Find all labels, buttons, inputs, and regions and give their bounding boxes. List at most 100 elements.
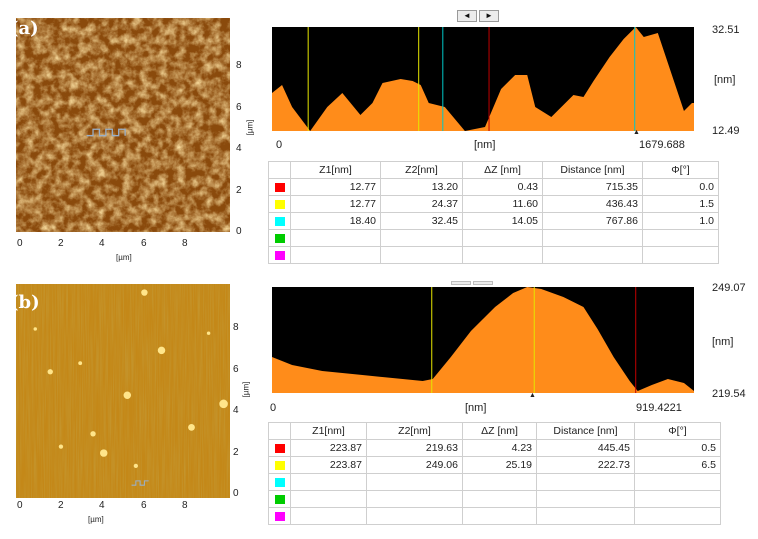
- z1-cell: [290, 473, 367, 491]
- x-tick: 4: [99, 500, 105, 511]
- profile-x-start: 0: [276, 139, 283, 151]
- profile-x-end: 1679.688: [639, 139, 685, 151]
- x-unit: [µm]: [116, 253, 132, 262]
- distance-cell: [536, 507, 635, 525]
- y-tick: 8: [233, 322, 239, 333]
- height-profile: [272, 287, 694, 393]
- y-tick: 8: [236, 60, 242, 71]
- x-tick: 2: [58, 500, 64, 511]
- profile-nav: [451, 281, 493, 285]
- green-swatch-icon: [274, 233, 285, 243]
- distance-header: Distance [nm]: [542, 161, 643, 179]
- phi-header: Φ[°]: [634, 422, 721, 440]
- distance-cell: [542, 246, 643, 264]
- x-tick: 6: [141, 238, 147, 249]
- profile-y-max: 32.51: [712, 24, 740, 36]
- table-row[interactable]: [268, 229, 719, 247]
- table-row[interactable]: 12.77 24.37 11.60 436.43 1.5: [268, 195, 719, 213]
- dz-header: ΔZ [nm]: [462, 161, 543, 179]
- z2-header: Z2[nm]: [366, 422, 463, 440]
- profile-y-min: 12.49: [712, 125, 740, 137]
- x-tick: 6: [141, 500, 147, 511]
- distance-cell: 436.43: [542, 195, 643, 213]
- y-tick: 0: [233, 488, 239, 499]
- distance-cell: 222.73: [536, 456, 635, 474]
- cursor-swatch: [268, 490, 291, 508]
- x-unit: [µm]: [88, 515, 104, 524]
- next-button[interactable]: ►: [479, 10, 499, 22]
- prev-button[interactable]: [451, 281, 471, 285]
- cyan-swatch-icon: [274, 477, 285, 487]
- dz-header: ΔZ [nm]: [462, 422, 537, 440]
- z1-header: Z1[nm]: [290, 161, 381, 179]
- measurement-table: Z1[nm] Z2[nm] ΔZ [nm] Distance [nm] Φ[°]…: [268, 422, 721, 525]
- phi-cell: 0.5: [634, 439, 721, 457]
- dz-cell: [462, 507, 537, 525]
- panel-b: (b) 0 2 4 6 8 [µm] 0 2 4 6 8 [µm] 249.07…: [0, 270, 758, 539]
- dz-cell: 0.43: [462, 178, 543, 196]
- distance-cell: [536, 490, 635, 508]
- z2-header: Z2[nm]: [380, 161, 463, 179]
- y-unit: [µm]: [241, 381, 251, 398]
- table-row[interactable]: 12.77 13.20 0.43 715.35 0.0: [268, 178, 719, 196]
- z1-cell: 12.77: [290, 195, 381, 213]
- z2-cell: 24.37: [380, 195, 463, 213]
- phi-cell: [642, 246, 719, 264]
- cyan-swatch-icon: [274, 216, 285, 226]
- z2-cell: [366, 473, 463, 491]
- z1-cell: [290, 246, 381, 264]
- distance-cell: 767.86: [542, 212, 643, 230]
- phi-cell: [634, 490, 721, 508]
- dz-cell: 4.23: [462, 439, 537, 457]
- table-row[interactable]: 223.87 249.06 25.19 222.73 6.5: [268, 456, 721, 474]
- phi-cell: 6.5: [634, 456, 721, 474]
- measurement-table: Z1[nm] Z2[nm] ΔZ [nm] Distance [nm] Φ[°]…: [268, 161, 719, 264]
- yellow-swatch-icon: [274, 460, 285, 470]
- distance-header: Distance [nm]: [536, 422, 635, 440]
- cursor-swatch: [268, 439, 291, 457]
- z1-cell: 223.87: [290, 439, 367, 457]
- z1-cell: [290, 507, 367, 525]
- profile-y-max: 249.07: [712, 282, 746, 294]
- distance-cell: [542, 229, 643, 247]
- distance-cell: [536, 473, 635, 491]
- cursor-swatch: [268, 456, 291, 474]
- next-button[interactable]: [473, 281, 493, 285]
- table-row[interactable]: [268, 507, 721, 525]
- cursor-marker-icon[interactable]: ▲: [633, 129, 640, 136]
- z1-cell: 223.87: [290, 456, 367, 474]
- z1-cell: 12.77: [290, 178, 381, 196]
- z2-cell: 13.20: [380, 178, 463, 196]
- z1-header: Z1[nm]: [290, 422, 367, 440]
- x-tick: 2: [58, 238, 64, 249]
- prev-button[interactable]: ◄: [457, 10, 477, 22]
- profile-y-unit: [nm]: [714, 74, 736, 86]
- red-swatch-icon: [274, 182, 285, 192]
- z1-cell: 18.40: [290, 212, 381, 230]
- phi-cell: 1.0: [642, 212, 719, 230]
- y-tick: 2: [236, 185, 242, 196]
- table-row[interactable]: 18.40 32.45 14.05 767.86 1.0: [268, 212, 719, 230]
- table-row[interactable]: [268, 473, 721, 491]
- table-row[interactable]: [268, 246, 719, 264]
- cursor-swatch: [268, 229, 291, 247]
- dz-cell: [462, 246, 543, 264]
- z2-cell: 219.63: [366, 439, 463, 457]
- height-profile: [272, 27, 694, 131]
- phi-cell: 1.5: [642, 195, 719, 213]
- x-tick: 0: [17, 238, 23, 249]
- y-tick: 4: [233, 405, 239, 416]
- profile-x-end: 919.4221: [636, 402, 682, 414]
- table-row[interactable]: [268, 490, 721, 508]
- phi-cell: 0.0: [642, 178, 719, 196]
- table-row[interactable]: 223.87 219.63 4.23 445.45 0.5: [268, 439, 721, 457]
- profile-y-unit: [nm]: [712, 336, 734, 348]
- cursor-swatch: [268, 212, 291, 230]
- panel-a: (a) 0 2 4 6 8 [µm] 0 2 4 6 8 [µm] ◄ ► 32…: [16, 10, 740, 264]
- x-tick: 8: [182, 500, 188, 511]
- y-tick: 4: [236, 143, 242, 154]
- magenta-swatch-icon: [274, 250, 285, 260]
- phi-cell: [634, 507, 721, 525]
- cursor-marker-icon[interactable]: ▲: [529, 392, 536, 399]
- distance-cell: 715.35: [542, 178, 643, 196]
